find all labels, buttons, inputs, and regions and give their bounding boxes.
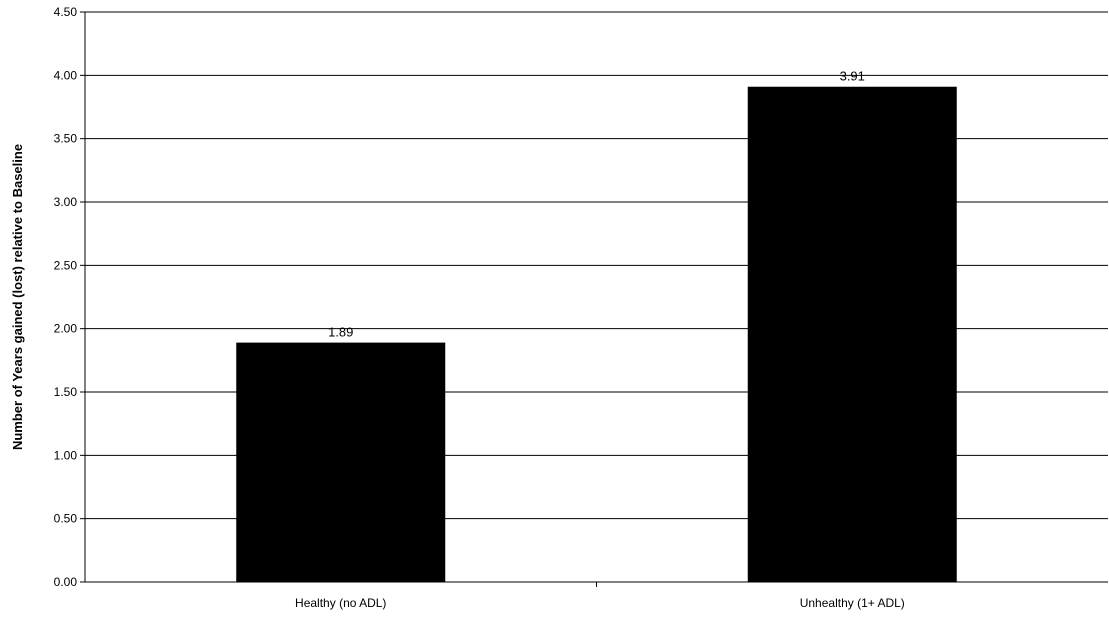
x-tick-label: Unhealthy (1+ ADL) — [800, 596, 905, 610]
labels: 0.00 0.50 1.00 1.50 2.00 2.50 3.00 3.50 4.00 4.50… — [54, 5, 905, 610]
y-tick-label: 2.50 — [54, 258, 78, 272]
y-tick-label: 4.00 — [54, 68, 78, 82]
y-tick-label: 3.50 — [54, 132, 78, 146]
bar — [236, 342, 446, 582]
data-label: 3.91 — [840, 69, 865, 84]
y-tick-label: 1.50 — [54, 385, 78, 399]
axes — [80, 11, 1108, 587]
data-label: 1.89 — [328, 325, 353, 340]
x-tick-label: Healthy (no ADL) — [295, 596, 386, 610]
y-tick-label: 0.00 — [54, 575, 78, 589]
bar — [747, 86, 957, 582]
y-axis-label: Number of Years gained (lost) relative t… — [10, 144, 25, 450]
y-tick-label: 0.50 — [54, 512, 78, 526]
y-tick-label: 1.00 — [54, 448, 78, 462]
bars — [236, 86, 957, 582]
y-tick-label: 2.00 — [54, 322, 78, 336]
y-tick-label: 3.00 — [54, 195, 78, 209]
y-tick-label: 4.50 — [54, 5, 78, 19]
